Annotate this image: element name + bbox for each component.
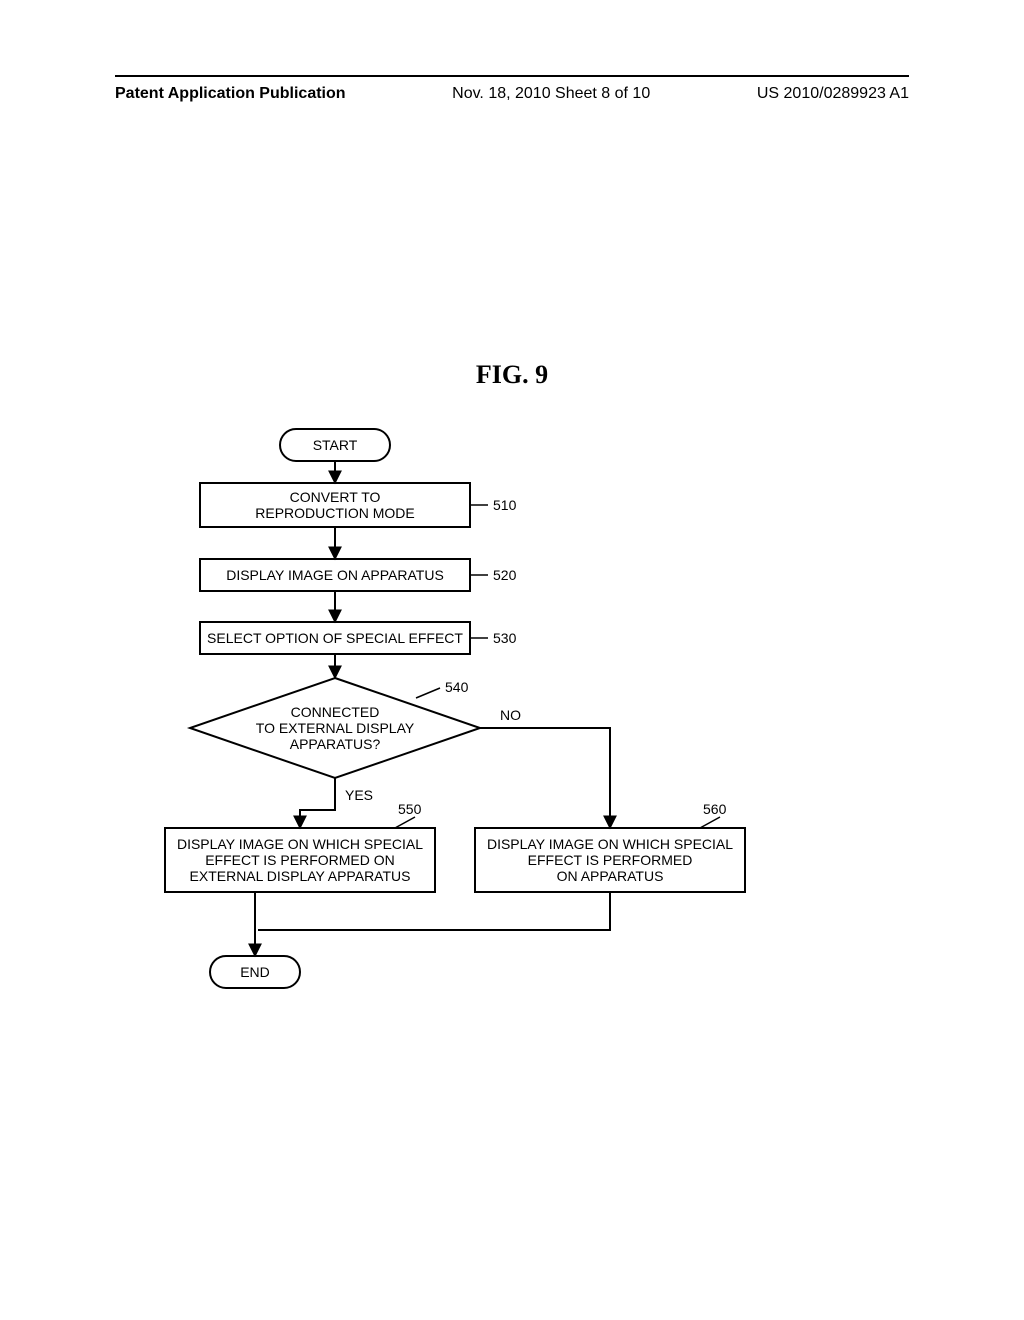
process-text: DISPLAY IMAGE ON WHICH SPECIAL bbox=[487, 836, 733, 852]
process-text: DISPLAY IMAGE ON APPARATUS bbox=[226, 567, 444, 583]
ref-number: 530 bbox=[493, 630, 517, 646]
flow-arrow bbox=[258, 892, 610, 930]
ref-number: 510 bbox=[493, 497, 517, 513]
ref-leader bbox=[416, 688, 440, 698]
ref-leader bbox=[700, 817, 720, 828]
decision-text: APPARATUS? bbox=[290, 736, 381, 752]
ref-number: 560 bbox=[703, 801, 727, 817]
flow-arrow bbox=[300, 778, 335, 828]
edge-label: NO bbox=[500, 707, 521, 723]
process-text: CONVERT TO bbox=[290, 489, 381, 505]
flowchart: START CONVERT TOREPRODUCTION MODE DISPLAY … bbox=[0, 410, 1024, 1060]
process-text: SELECT OPTION OF SPECIAL EFFECT bbox=[207, 630, 463, 646]
flow-arrow bbox=[480, 728, 610, 828]
process-text: EXTERNAL DISPLAY APPARATUS bbox=[190, 868, 411, 884]
terminator-label: END bbox=[240, 964, 270, 980]
decision-text: TO EXTERNAL DISPLAY bbox=[256, 720, 415, 736]
decision-text: CONNECTED bbox=[291, 704, 380, 720]
process-text: DISPLAY IMAGE ON WHICH SPECIAL bbox=[177, 836, 423, 852]
ref-number: 520 bbox=[493, 567, 517, 583]
process-text: EFFECT IS PERFORMED ON bbox=[205, 852, 395, 868]
edge-label: YES bbox=[345, 787, 373, 803]
process-text: ON APPARATUS bbox=[557, 868, 664, 884]
header-right: US 2010/0289923 A1 bbox=[757, 85, 909, 103]
header-mid: Nov. 18, 2010 Sheet 8 of 10 bbox=[452, 85, 650, 103]
ref-number: 550 bbox=[398, 801, 422, 817]
process-text: EFFECT IS PERFORMED bbox=[528, 852, 693, 868]
process-text: REPRODUCTION MODE bbox=[255, 505, 414, 521]
figure-title: FIG. 9 bbox=[0, 360, 1024, 390]
ref-leader bbox=[395, 817, 415, 828]
terminator-label: START bbox=[313, 437, 358, 453]
page-header: Patent Application Publication Nov. 18, … bbox=[115, 85, 909, 103]
header-rule bbox=[115, 75, 909, 77]
ref-number: 540 bbox=[445, 679, 469, 695]
header-left: Patent Application Publication bbox=[115, 85, 346, 103]
